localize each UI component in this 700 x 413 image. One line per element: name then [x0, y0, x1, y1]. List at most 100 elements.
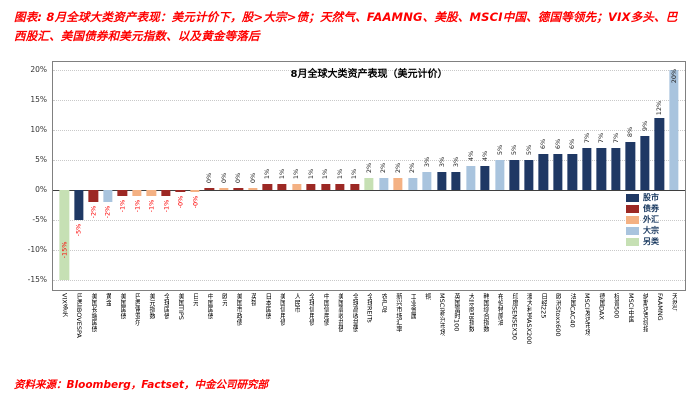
chart-main: 8月全球大类资产表现（美元计价） -15% -5% -2% -2% -1% -1% -1% -… — [52, 61, 686, 369]
x-axis-label-slot: MSCI新兴市场 — [434, 293, 449, 369]
bar-农产品 — [378, 178, 389, 191]
x-axis-label-slot: 美元指数 — [144, 293, 159, 369]
x-axis-label-slot: VIX多头 — [57, 293, 72, 369]
x-axis-label-slot: 大宗商品指数 — [463, 293, 478, 369]
x-axis-label-slot: 英国富时100 — [449, 293, 464, 369]
bar-slot: 2% — [376, 62, 391, 290]
x-axis-label-slot: 全球信用债 — [304, 293, 319, 369]
gridline — [53, 70, 685, 72]
bar-slot: 0% — [217, 62, 232, 290]
bar-MSCI发达市场 — [582, 148, 592, 191]
x-axis-label: 欧洲Stoxx600 — [554, 293, 562, 337]
legend-label: 另类 — [643, 237, 659, 247]
bar-value-label: 5% — [524, 145, 533, 156]
x-axis-label: 全球高收益债 — [351, 293, 358, 333]
x-axis-label-slot: 日本国债 — [260, 293, 275, 369]
bar-slot: 4% — [478, 62, 493, 290]
bar-日经225 — [538, 154, 548, 191]
x-axis-label-slot: 澳大利亚ASX200 — [522, 293, 537, 369]
x-axis-label-slot: 全球国债 — [159, 293, 174, 369]
x-axis-label: 农产品 — [380, 293, 387, 313]
x-axis-label: 日经225 — [539, 293, 547, 319]
bar-slot: 4% — [463, 62, 478, 290]
x-axis-label-slot: 全球REITs — [362, 293, 377, 369]
bar-slot: 20% — [667, 62, 682, 290]
x-axis-label: 黄金 — [104, 293, 112, 307]
bar-slot: -0% — [173, 62, 188, 290]
bar-value-label: 7% — [611, 133, 620, 144]
chart-title: 8月全球大类资产表现（美元计价） — [290, 69, 448, 81]
bar-大宗商品指数 — [466, 166, 476, 191]
bar-MSCI中国 — [625, 142, 635, 191]
x-axis-label-slot: 工业金属 — [405, 293, 420, 369]
bar-slot: 7% — [580, 62, 595, 290]
bar-value-label: -2% — [103, 205, 112, 219]
x-axis-label: 美国长端国债 — [89, 293, 97, 333]
bar-slot: -2% — [86, 62, 101, 290]
bar-value-label: 4% — [466, 151, 475, 162]
x-axis-label: 美国国债 — [118, 293, 126, 320]
x-axis-label-slot: 全球高收益债 — [347, 293, 362, 369]
x-axis-label: 标普500 — [612, 293, 620, 319]
bar-德国DAX — [596, 148, 606, 191]
x-axis-label: MSCI中国 — [626, 293, 634, 323]
bar-slot: 7% — [594, 62, 609, 290]
x-axis-label-slot: 天然气 — [667, 293, 682, 369]
bar-slot: 3% — [434, 62, 449, 290]
bar-value-label: 1% — [321, 169, 330, 180]
gridline — [53, 130, 685, 132]
x-axis-label-slot: 欧元 — [217, 293, 232, 369]
bar-美元指数 — [146, 190, 156, 197]
bar-slot: 8% — [623, 62, 638, 290]
bar-slot: 5% — [522, 62, 537, 290]
gridline — [53, 100, 685, 102]
bar-value-label: 5% — [495, 145, 504, 156]
x-axis-label: 天然气 — [670, 293, 678, 313]
x-axis-label: 英镑 — [249, 293, 257, 307]
x-axis-label-slot: 英镑 — [246, 293, 261, 369]
x-axis-label-slot: MSCI中国 — [623, 293, 638, 369]
x-axis-label: 铜 — [423, 293, 431, 300]
bar-黄金 — [103, 190, 113, 203]
bar-韩国综合指数 — [480, 166, 490, 191]
legend-item-债券: 债券 — [626, 204, 659, 214]
bar-铜 — [422, 172, 432, 191]
legend-label: 债券 — [643, 204, 659, 214]
x-axis-label-slot: 法国CAC40 — [565, 293, 580, 369]
x-axis-label: 印度SENSEX30 — [510, 293, 518, 341]
bar-value-label: 6% — [568, 139, 577, 150]
bar-slot: -1% — [159, 62, 174, 290]
x-axis-label-slot: 中国信用债 — [318, 293, 333, 369]
bar-slot: -0% — [188, 62, 203, 290]
x-axis-label: 工业金属 — [409, 293, 417, 320]
x-axis-label-slot: MSCI发达市场 — [580, 293, 595, 369]
bar-value-label: 0% — [205, 173, 214, 184]
x-axis-label-slot: 美国TIPS — [173, 293, 188, 369]
bar-FAAMNG — [654, 118, 665, 191]
bar-value-label: -1% — [118, 199, 127, 213]
x-axis-label: 日本国债 — [264, 293, 271, 320]
x-axis-label-slot: 中国国债 — [202, 293, 217, 369]
x-axis-label: 法国CAC40 — [568, 293, 576, 328]
bar-纳斯达克综指 — [640, 136, 650, 191]
bar-value-label: 6% — [553, 139, 562, 150]
bar-英镑 — [248, 187, 258, 191]
bar-美国市政债 — [233, 187, 244, 191]
x-axis-label: 纳斯达克综指 — [641, 293, 649, 333]
bar-value-label: -1% — [161, 199, 170, 213]
x-axis-label: 布伦特原油 — [496, 293, 504, 326]
bar-中国国债 — [204, 188, 215, 191]
bar-美国长端国债 — [88, 190, 98, 203]
bar-slot: 1% — [304, 62, 319, 290]
bar-巴西雷亚尔 — [132, 190, 142, 197]
bar-slot: -1% — [130, 62, 145, 290]
plot-area: 8月全球大类资产表现（美元计价） -15% -5% -2% -2% -1% -1% -1% -… — [52, 61, 686, 292]
bar-slot: 12% — [652, 62, 667, 290]
bar-法国CAC40 — [567, 154, 577, 191]
bar-VIX多头 — [59, 190, 69, 281]
bar-slot: 1% — [260, 62, 275, 290]
x-axis-label-slot: 日经225 — [536, 293, 551, 369]
x-axis-label: 新兴市场汇率 — [394, 293, 402, 333]
bar-slot: 5% — [507, 62, 522, 290]
x-axis-label-slot: 美国长端国债 — [86, 293, 101, 369]
